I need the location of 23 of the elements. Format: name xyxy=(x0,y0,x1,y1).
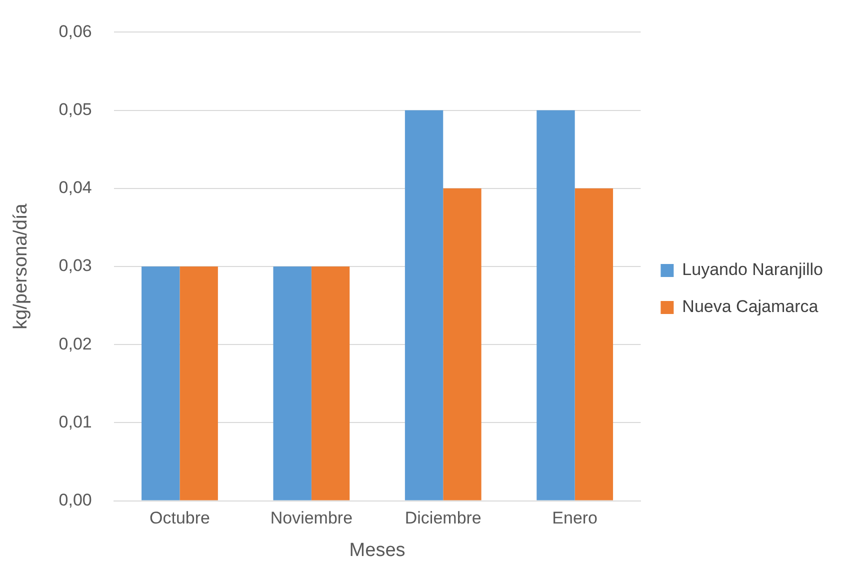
bar xyxy=(536,110,575,500)
bar xyxy=(311,266,350,500)
bar xyxy=(180,266,218,500)
bar xyxy=(443,188,482,500)
x-axis-title: Meses xyxy=(349,540,406,561)
y-tick-label: 0,00 xyxy=(58,490,92,510)
y-axis-title: kg/persona/día xyxy=(10,203,32,330)
y-tick-label: 0,01 xyxy=(58,412,92,432)
x-tick-label: Diciembre xyxy=(404,508,482,528)
y-tick-label: 0,05 xyxy=(58,100,92,119)
x-tick-label: Noviembre xyxy=(270,508,353,528)
bar xyxy=(273,266,312,500)
x-tick-label: Octubre xyxy=(149,508,210,528)
legend-label: Luyando Naranjillo xyxy=(682,260,824,280)
y-tick-label: 0,06 xyxy=(58,22,92,41)
bar xyxy=(404,110,444,500)
bar xyxy=(142,266,180,500)
x-tick-label: Enero xyxy=(552,508,598,528)
bar xyxy=(574,188,614,500)
y-tick-label: 0,03 xyxy=(58,256,92,276)
y-tick-label: 0,02 xyxy=(58,334,92,354)
legend-label: Nueva Cajamarca xyxy=(682,297,819,316)
y-tick-label: 0,04 xyxy=(58,178,92,198)
